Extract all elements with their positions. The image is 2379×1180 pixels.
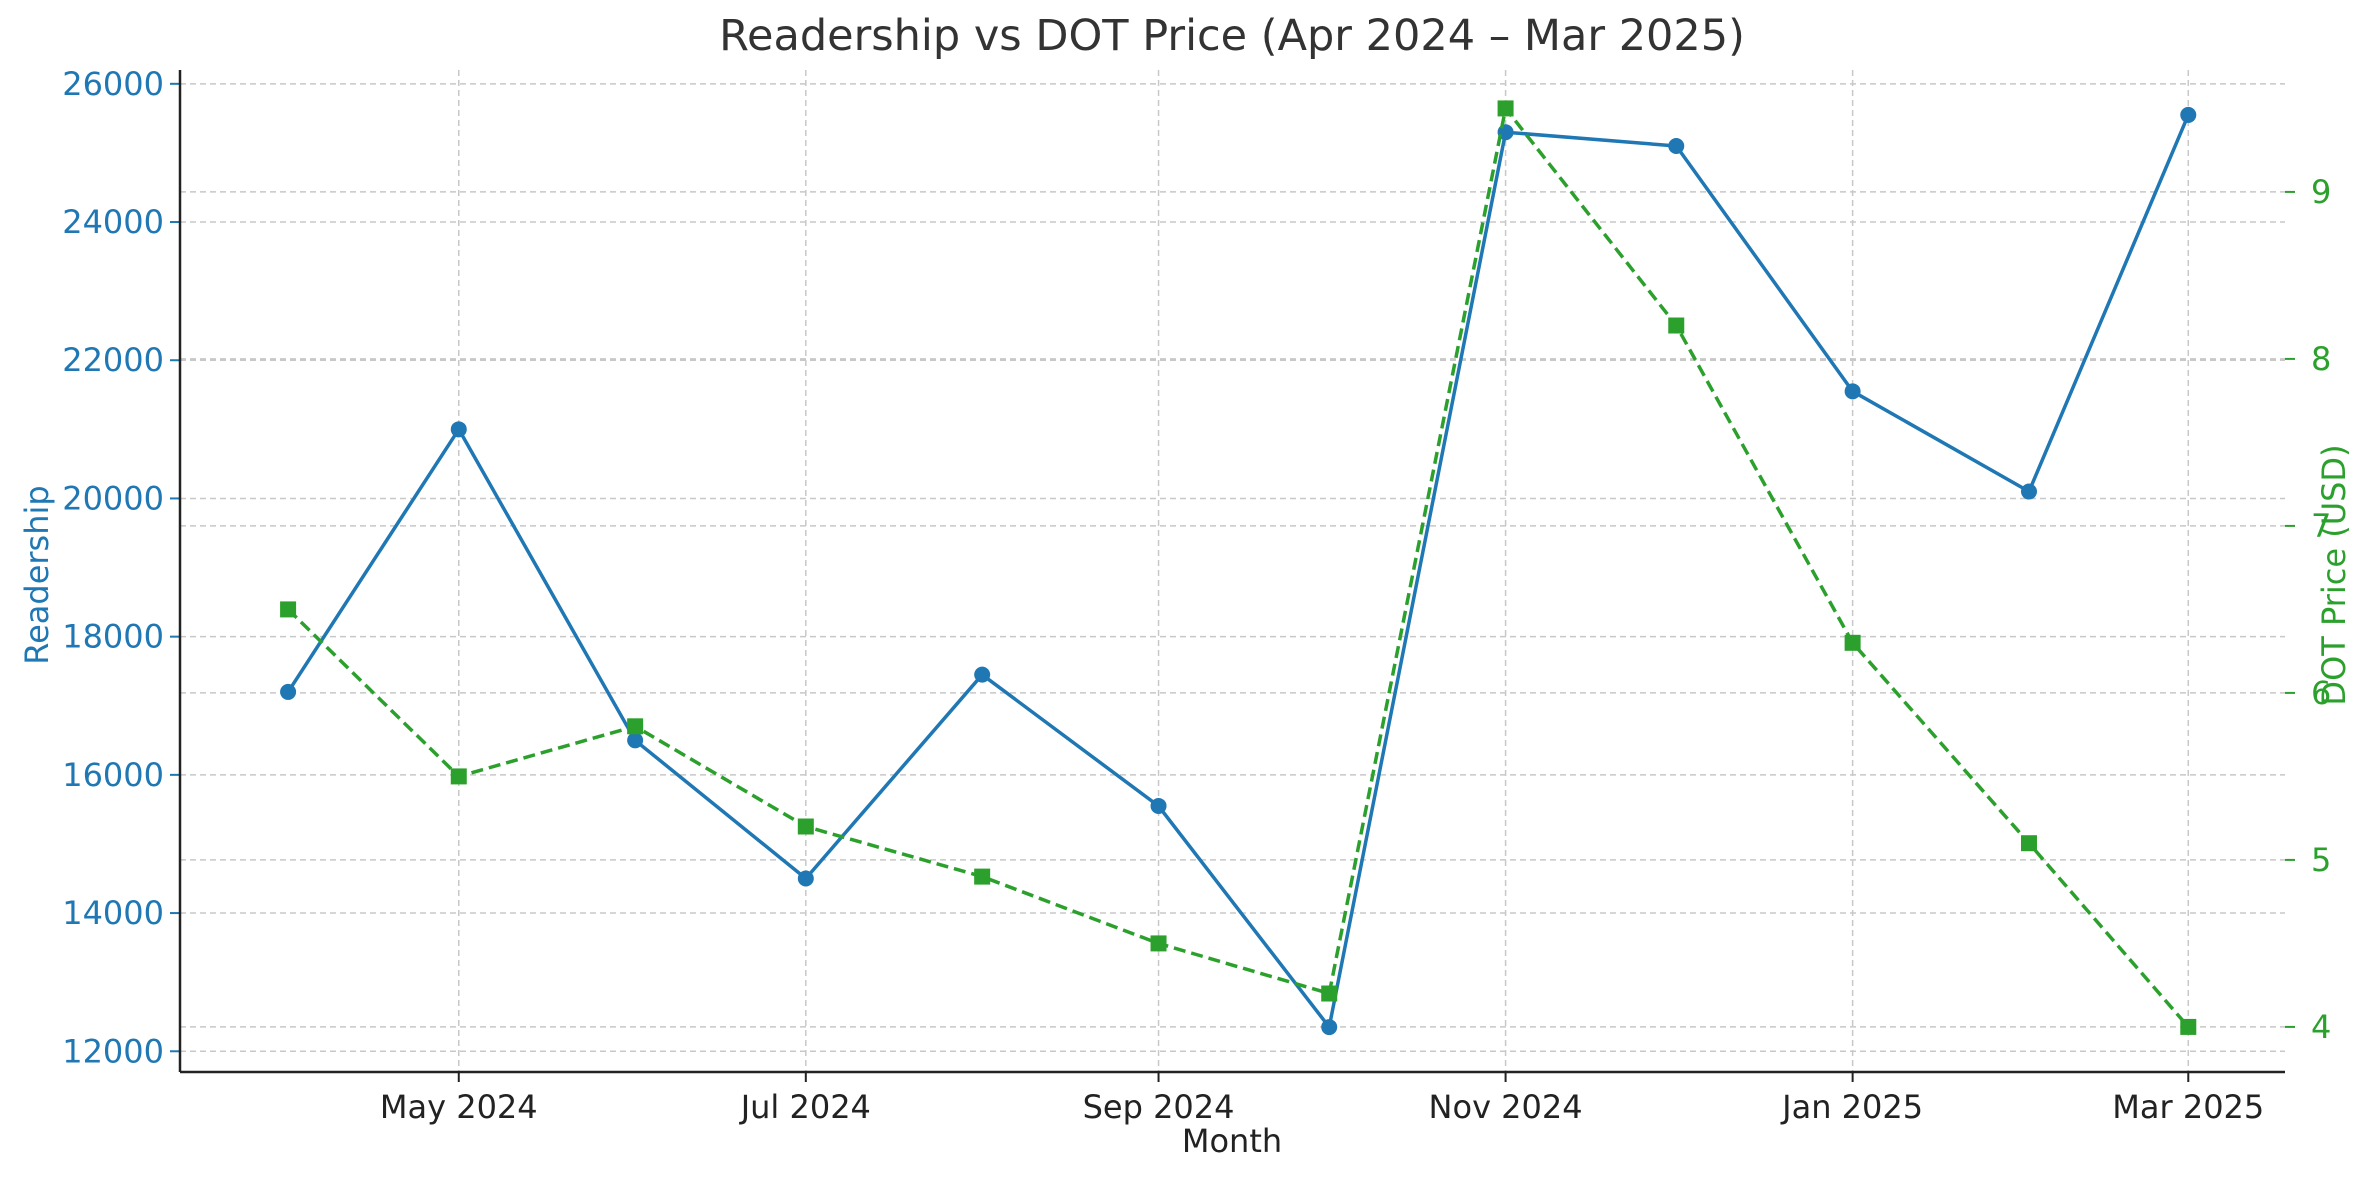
y-axis-right-label: DOT Price (USD) bbox=[2315, 444, 2353, 705]
readership-point bbox=[627, 732, 644, 749]
readership-point bbox=[1150, 797, 1167, 814]
readership-point bbox=[797, 870, 814, 887]
readership-line bbox=[286, 114, 2190, 1029]
dot-price-point bbox=[280, 601, 297, 618]
y-axis-left-label: Readership bbox=[18, 485, 56, 664]
dot-price-point bbox=[1321, 985, 1338, 1002]
chart-title: Readership vs DOT Price (Apr 2024 – Mar … bbox=[719, 11, 1745, 61]
dot-price-point bbox=[450, 768, 467, 785]
axes: May 2024 Jul 2024 Sep 2024 Nov 2024 Jan 2025… bbox=[62, 65, 2331, 1126]
x-axis-label: Month bbox=[1182, 1122, 1282, 1160]
readership-point bbox=[2180, 106, 2197, 123]
grid-lines bbox=[180, 70, 2285, 1072]
x-tick-label: Jul 2024 bbox=[739, 1088, 871, 1126]
dot-price-point bbox=[797, 818, 814, 835]
y-left-tick-label: 22000 bbox=[62, 341, 164, 379]
dot-price-point bbox=[1150, 935, 1167, 952]
dot-price-point bbox=[2020, 835, 2037, 852]
series-layer bbox=[280, 100, 2197, 1036]
y-right-tick-label: 9 bbox=[2311, 173, 2331, 211]
y-left-tick-label: 16000 bbox=[62, 756, 164, 794]
x-tick-label: Mar 2025 bbox=[2112, 1088, 2264, 1126]
readership-point bbox=[2020, 483, 2037, 500]
x-tick-label: Sep 2024 bbox=[1083, 1088, 1235, 1126]
y-left-tick-label: 24000 bbox=[62, 203, 164, 241]
x-tick-label: May 2024 bbox=[380, 1088, 538, 1126]
dot-price-point bbox=[627, 718, 644, 735]
readership-point bbox=[450, 421, 467, 438]
dot-price-point bbox=[2180, 1018, 2197, 1035]
y-left-tick-label: 14000 bbox=[62, 894, 164, 932]
readership-point bbox=[974, 666, 991, 683]
dot-price-point bbox=[1668, 317, 1685, 334]
y-right-tick-label: 8 bbox=[2311, 340, 2331, 378]
readership-point bbox=[1668, 138, 1685, 155]
dot-price-line bbox=[286, 106, 2190, 1029]
readership-point bbox=[1321, 1019, 1338, 1036]
y-right-tick-label: 6 bbox=[2311, 674, 2331, 712]
y-left-tick-label: 18000 bbox=[62, 618, 164, 656]
y-right-tick-label: 4 bbox=[2311, 1008, 2331, 1046]
dot-price-point bbox=[974, 868, 991, 885]
x-tick-label: Nov 2024 bbox=[1429, 1088, 1583, 1126]
y-right-tick-label: 7 bbox=[2311, 507, 2331, 545]
y-left-tick-label: 12000 bbox=[62, 1032, 164, 1070]
x-tick-label: Jan 2025 bbox=[1780, 1088, 1923, 1126]
readership-point bbox=[280, 683, 297, 700]
y-left-tick-label: 20000 bbox=[62, 479, 164, 517]
readership-point bbox=[1844, 383, 1861, 400]
y-left-tick-label: 26000 bbox=[62, 65, 164, 103]
dot-price-point bbox=[1844, 634, 1861, 651]
y-right-tick-label: 5 bbox=[2311, 841, 2331, 879]
dot-price-point bbox=[1497, 100, 1514, 117]
